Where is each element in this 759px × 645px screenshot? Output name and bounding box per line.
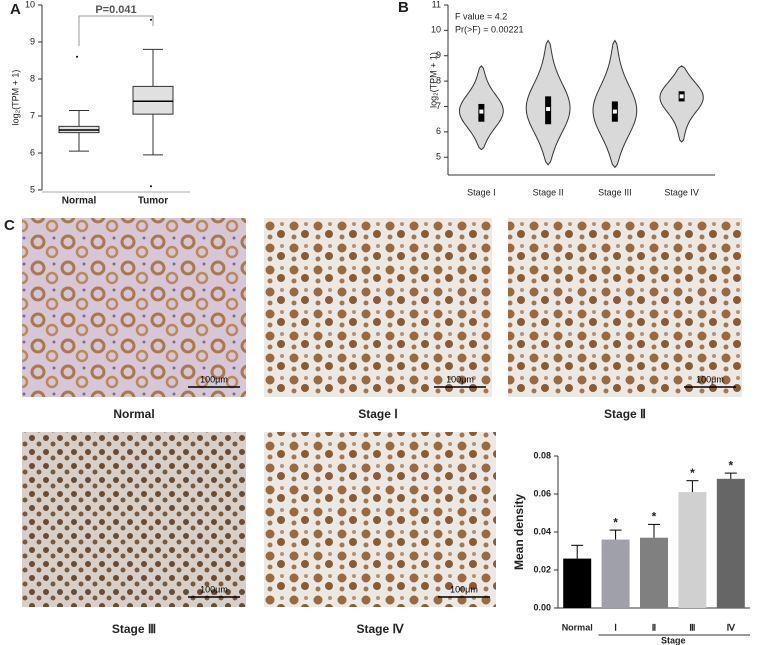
x-tick-label: Stage IV (664, 187, 699, 197)
y-tick-label: 5 (436, 152, 441, 162)
micrograph (508, 218, 742, 397)
significance-bracket (78, 15, 154, 46)
y-tick-label: 9 (30, 36, 35, 46)
y-tick-label: 0.08 (533, 450, 551, 460)
panel-label: A (10, 1, 21, 18)
panel-label: B (398, 0, 409, 16)
annotation: F value = 4.2 (455, 11, 507, 21)
y-tick-label: 10 (25, 0, 35, 9)
y-tick-label: 6 (30, 147, 35, 157)
median-marker (679, 94, 684, 99)
scale-bar-label: 100μm (446, 374, 474, 384)
outlier (150, 185, 152, 188)
x-tick-label: Ⅱ (652, 622, 656, 632)
micrograph-label: Stage Ⅳ (356, 622, 404, 636)
median-marker (612, 109, 617, 114)
scale-bar-label: 100μm (450, 584, 478, 594)
scale-bar-label: 100μm (200, 374, 228, 384)
y-tick-label: 6 (436, 126, 441, 136)
y-tick-label: 0.02 (533, 564, 551, 574)
x-tick-label: Tumor (138, 196, 168, 207)
y-axis-label: Mean density (512, 494, 526, 570)
x-tick-label: Ⅲ (689, 622, 695, 632)
median-marker (546, 107, 551, 112)
x-tick-label: Ⅰ (614, 622, 617, 632)
scale-bar-label: 100μm (200, 584, 228, 594)
bar (563, 558, 592, 608)
x-tick-label: Normal (62, 196, 97, 207)
y-tick-label: 9 (436, 50, 441, 60)
x-tick-label: Stage II (533, 187, 564, 197)
p-value: P=0.041 (95, 4, 136, 16)
y-tick-label: 0.06 (533, 488, 551, 498)
y-tick-label: 10 (431, 25, 441, 35)
micrograph-label: Normal (113, 407, 154, 421)
micrograph (264, 432, 496, 607)
x-tick-label: Stage I (467, 187, 496, 197)
bar (640, 537, 668, 608)
x-tick-label: Stage III (598, 187, 632, 197)
y-tick-label: 8 (30, 73, 35, 83)
y-tick-label: 7 (436, 101, 441, 111)
violin (659, 65, 704, 143)
y-tick-label: 0.00 (533, 602, 551, 612)
micrograph-label: Stage Ⅲ (112, 622, 156, 636)
scale-bar-label: 100μm (696, 374, 724, 384)
y-axis-label: log₂(TPM + 1) (428, 52, 438, 108)
outlier (76, 55, 78, 58)
outlier (150, 18, 152, 21)
significance: * (728, 458, 733, 472)
bar (601, 539, 630, 608)
y-tick-label: 0.04 (533, 526, 551, 536)
annotation: Pr(>F) = 0.00221 (455, 24, 524, 34)
y-tick-label: 5 (30, 184, 35, 194)
y-tick-label: 7 (30, 110, 35, 120)
x-tick-label: Normal (562, 622, 593, 632)
micrograph (22, 432, 246, 607)
micrograph-label: Stage Ⅱ (604, 407, 646, 421)
bar (678, 492, 707, 608)
x-axis-label: Stage (661, 635, 686, 645)
y-tick-label: 8 (436, 75, 441, 85)
micrograph (22, 218, 246, 397)
micrograph (264, 218, 492, 397)
significance: * (690, 466, 695, 480)
micrograph-label: Stage Ⅰ (358, 407, 398, 421)
median-marker (479, 109, 484, 114)
significance: * (652, 510, 657, 524)
panel-label: C (4, 217, 15, 234)
bar (716, 478, 745, 608)
box (132, 85, 174, 115)
x-tick-label: Ⅳ (727, 622, 736, 632)
y-axis-label: log₂(TPM + 1) (10, 70, 20, 126)
y-tick-label: 11 (432, 0, 441, 9)
significance: * (613, 515, 618, 529)
